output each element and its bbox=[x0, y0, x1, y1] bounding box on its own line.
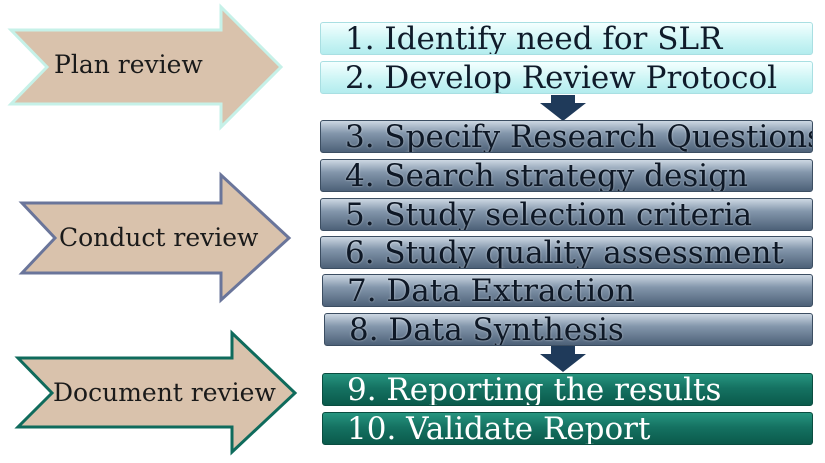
step-develop-protocol: 2. Develop Review Protocol bbox=[320, 61, 813, 94]
conduct-review-label: Conduct review bbox=[59, 223, 259, 252]
plan-to-conduct-arrow bbox=[540, 95, 586, 121]
step-reporting-results: 9. Reporting the results bbox=[322, 373, 813, 406]
step-selection-criteria: 5. Study selection criteria bbox=[320, 198, 813, 231]
step-data-extraction: 7. Data Extraction bbox=[322, 274, 813, 307]
step-data-synthesis: 8. Data Synthesis bbox=[324, 313, 813, 346]
plan-review-arrow bbox=[7, 3, 284, 131]
step-search-strategy: 4. Search strategy design bbox=[320, 159, 813, 192]
step-validate-report: 10. Validate Report bbox=[322, 412, 813, 445]
plan-review-label: Plan review bbox=[54, 50, 203, 79]
step-research-questions: 3. Specify Research Questions bbox=[320, 120, 813, 153]
document-review-label: Document review bbox=[53, 378, 276, 407]
step-identify-need: 1. Identify need for SLR bbox=[320, 22, 813, 55]
conduct-review-arrow bbox=[18, 171, 292, 304]
document-review-arrow bbox=[14, 329, 298, 456]
conduct-to-document-arrow bbox=[540, 346, 586, 372]
step-quality-assessment: 6. Study quality assessment bbox=[320, 236, 813, 269]
